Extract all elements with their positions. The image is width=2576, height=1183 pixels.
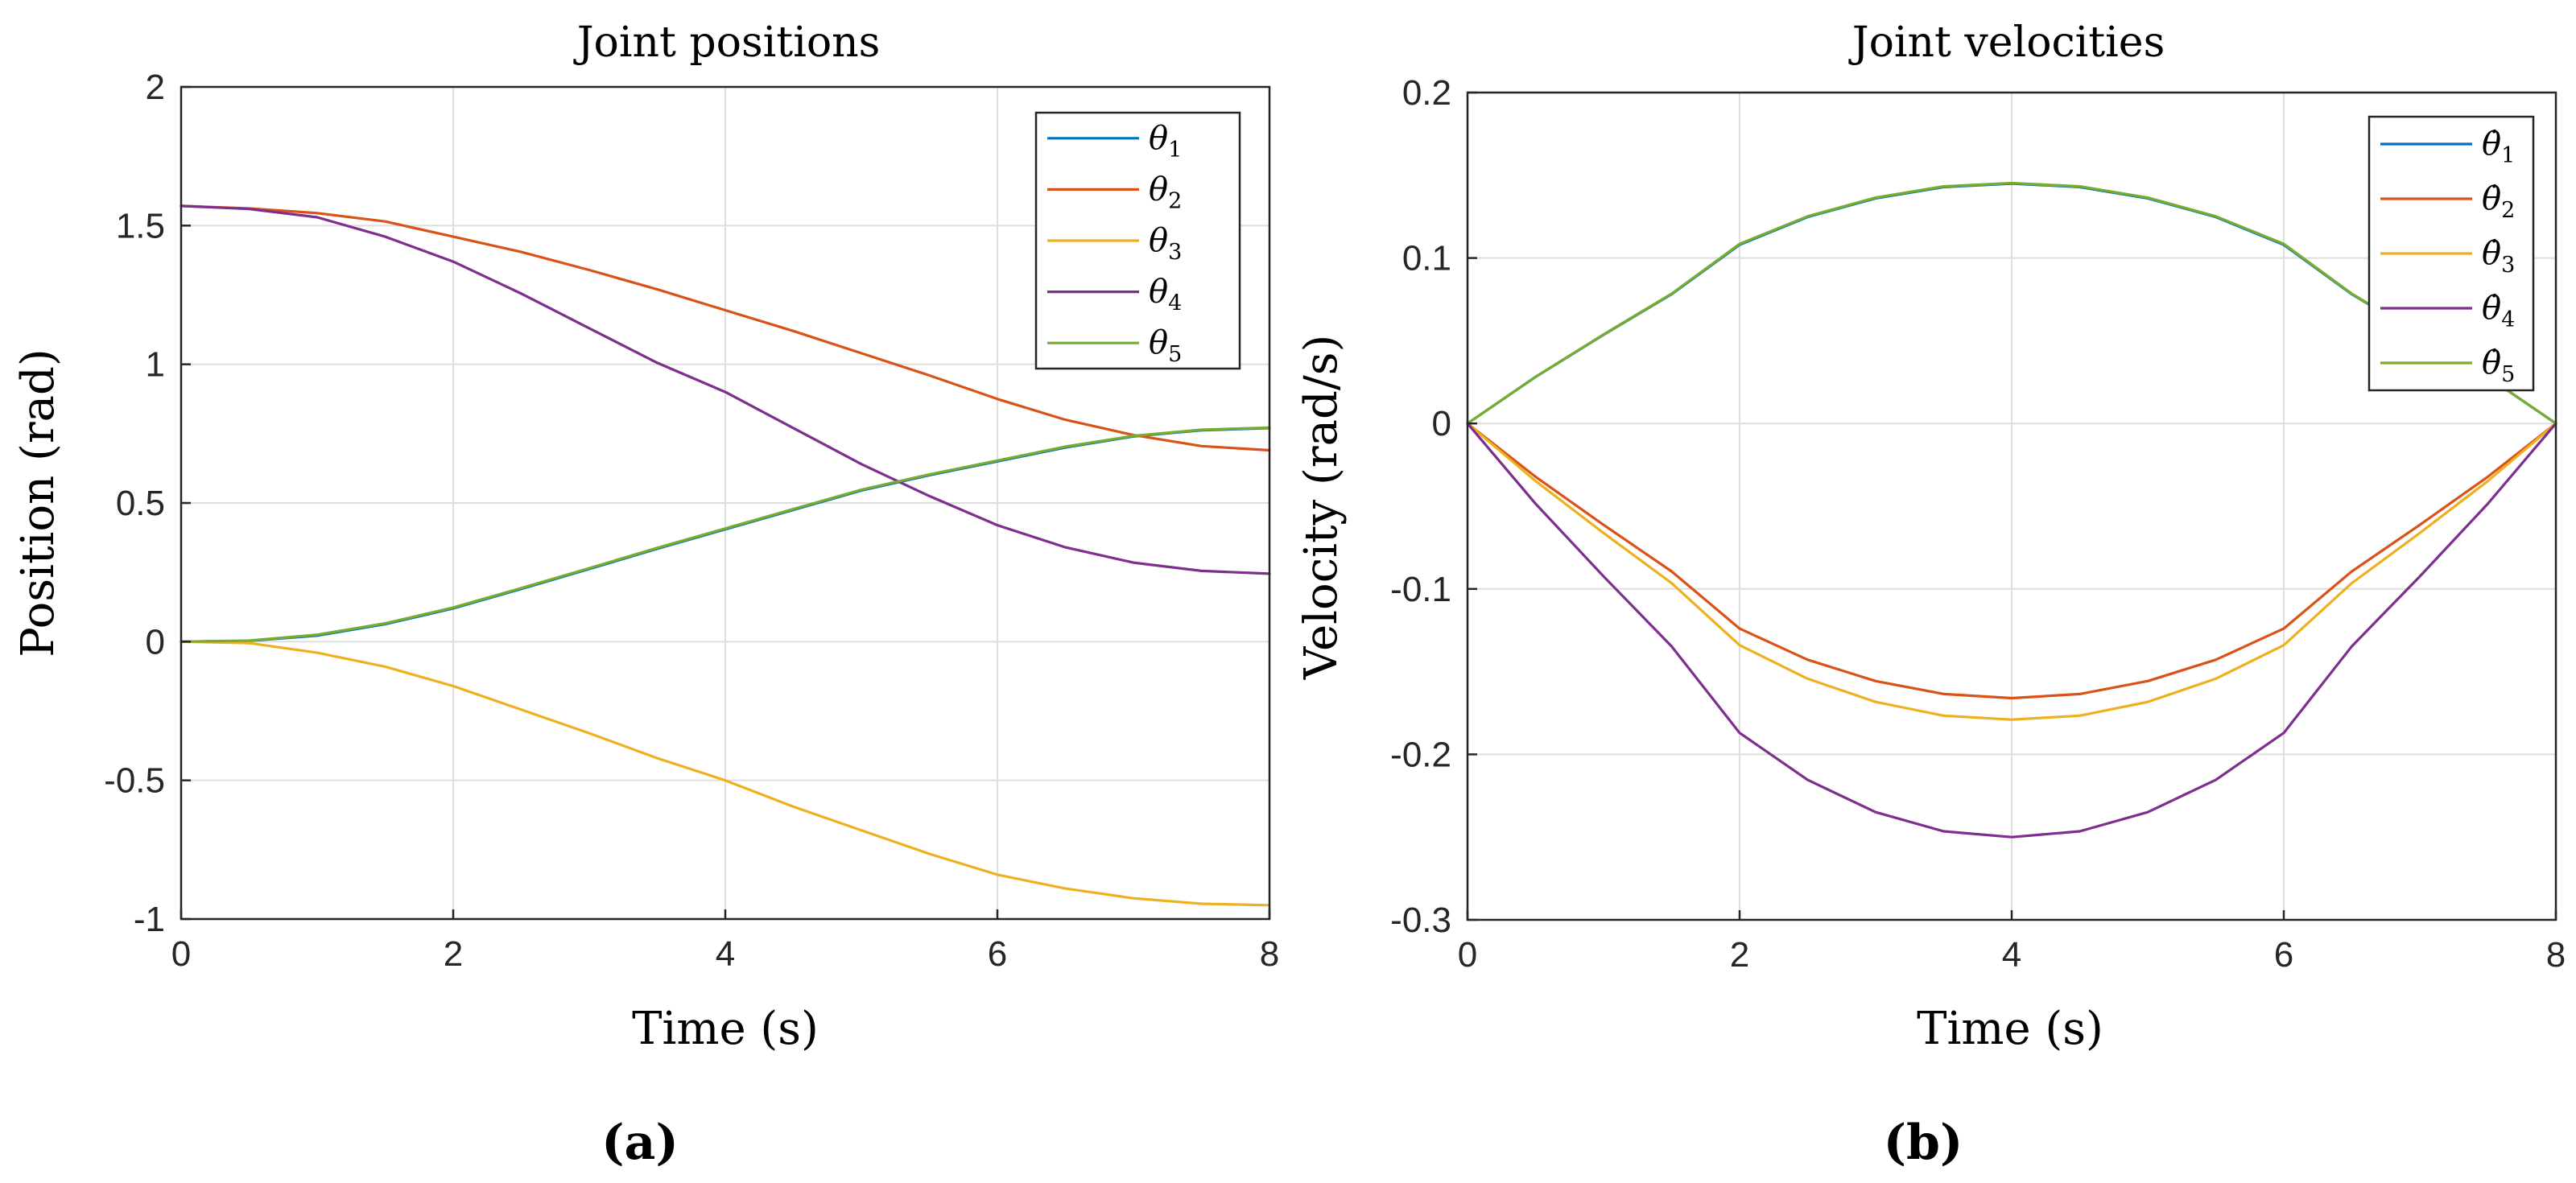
series-line-positions-3 <box>180 640 1271 907</box>
legend-entry-label: θ̇5 <box>2482 344 2515 387</box>
y-tick-label: 1 <box>146 345 165 385</box>
y-tick-label: -0.2 <box>1390 735 1451 774</box>
series-line-velocities-3 <box>1466 422 2557 721</box>
series-line-velocities-4 <box>1466 422 2557 839</box>
legend-positions: θ1 θ2 θ3 θ4 θ5 <box>1034 111 1241 370</box>
x-tick-label: 6 <box>2274 935 2293 975</box>
legend-entry-label: θ5 <box>1149 324 1182 367</box>
y-tick-label: 0.2 <box>1402 73 1451 113</box>
panel-label-b: (b) <box>1884 1115 1963 1171</box>
legend-entry-label: θ̇3 <box>2482 235 2515 278</box>
legend-entry-label: θ̇1 <box>2482 126 2515 168</box>
y-tick-label: 0.1 <box>1402 239 1451 278</box>
series-line-velocities-2 <box>1466 422 2557 700</box>
x-tick-label: 8 <box>2546 935 2566 975</box>
chart-joint-velocities: Joint velocities 0 2 4 6 8 -0.3 -0.2 -0.1 0 0.1 0.… <box>1295 19 2566 1171</box>
y-tick-label: 1.5 <box>116 206 165 245</box>
ticks-positions: 0 2 4 6 8 -1 -0.5 0 0.5 1 1.5 2 <box>104 68 1279 974</box>
x-tick-label: 8 <box>1260 934 1279 974</box>
y-tick-label: -0.1 <box>1390 570 1451 609</box>
xlabel-positions: Time (s) <box>632 1003 819 1055</box>
y-tick-label: 0 <box>146 622 165 662</box>
ticks-velocities: 0 2 4 6 8 -0.3 -0.2 -0.1 0 0.1 0.2 <box>1390 73 2566 975</box>
y-tick-label: -1 <box>134 900 165 939</box>
legend-entry-label: θ1 <box>1149 120 1182 163</box>
y-tick-label: 0.5 <box>116 484 165 523</box>
x-tick-label: 2 <box>1730 935 1749 975</box>
xlabel-velocities: Time (s) <box>1917 1003 2103 1055</box>
series-line-positions-4 <box>180 204 1271 575</box>
legend-entry-label: θ̇2 <box>2482 180 2515 223</box>
series-group-positions <box>180 204 1271 907</box>
panel-label-a: (a) <box>601 1115 679 1171</box>
y-tick-label: -0.3 <box>1390 901 1451 940</box>
x-tick-label: 6 <box>988 934 1007 974</box>
ylabel-positions: Position (rad) <box>12 348 64 657</box>
chart-title-velocities: Joint velocities <box>1848 19 2165 67</box>
ylabel-velocities: Velocity (rad/s) <box>1295 335 1348 681</box>
legend-entry-label: θ̇4 <box>2482 290 2515 332</box>
legend-velocities: θ̇1 θ̇2 θ̇3 θ̇4 θ̇5 <box>2368 115 2535 392</box>
chart-joint-positions: Joint positions 0 2 4 6 8 -1 -0.5 0 0.5 1 1.5 2 Tim… <box>12 19 1279 1171</box>
x-tick-label: 4 <box>716 934 735 974</box>
legend-entry-label: θ3 <box>1149 222 1182 265</box>
x-tick-label: 2 <box>444 934 463 974</box>
legend-entry-label: θ4 <box>1149 274 1182 316</box>
x-tick-label: 0 <box>1458 935 1477 975</box>
chart-title-positions: Joint positions <box>573 19 881 67</box>
y-tick-label: 2 <box>146 68 165 107</box>
x-tick-label: 0 <box>171 934 191 974</box>
legend-entry-label: θ2 <box>1149 171 1182 213</box>
y-tick-label: -0.5 <box>104 761 165 801</box>
series-line-positions-2 <box>180 204 1271 452</box>
x-tick-label: 4 <box>2002 935 2021 975</box>
y-tick-label: 0 <box>1432 404 1451 443</box>
series-line-positions-5 <box>180 426 1271 643</box>
